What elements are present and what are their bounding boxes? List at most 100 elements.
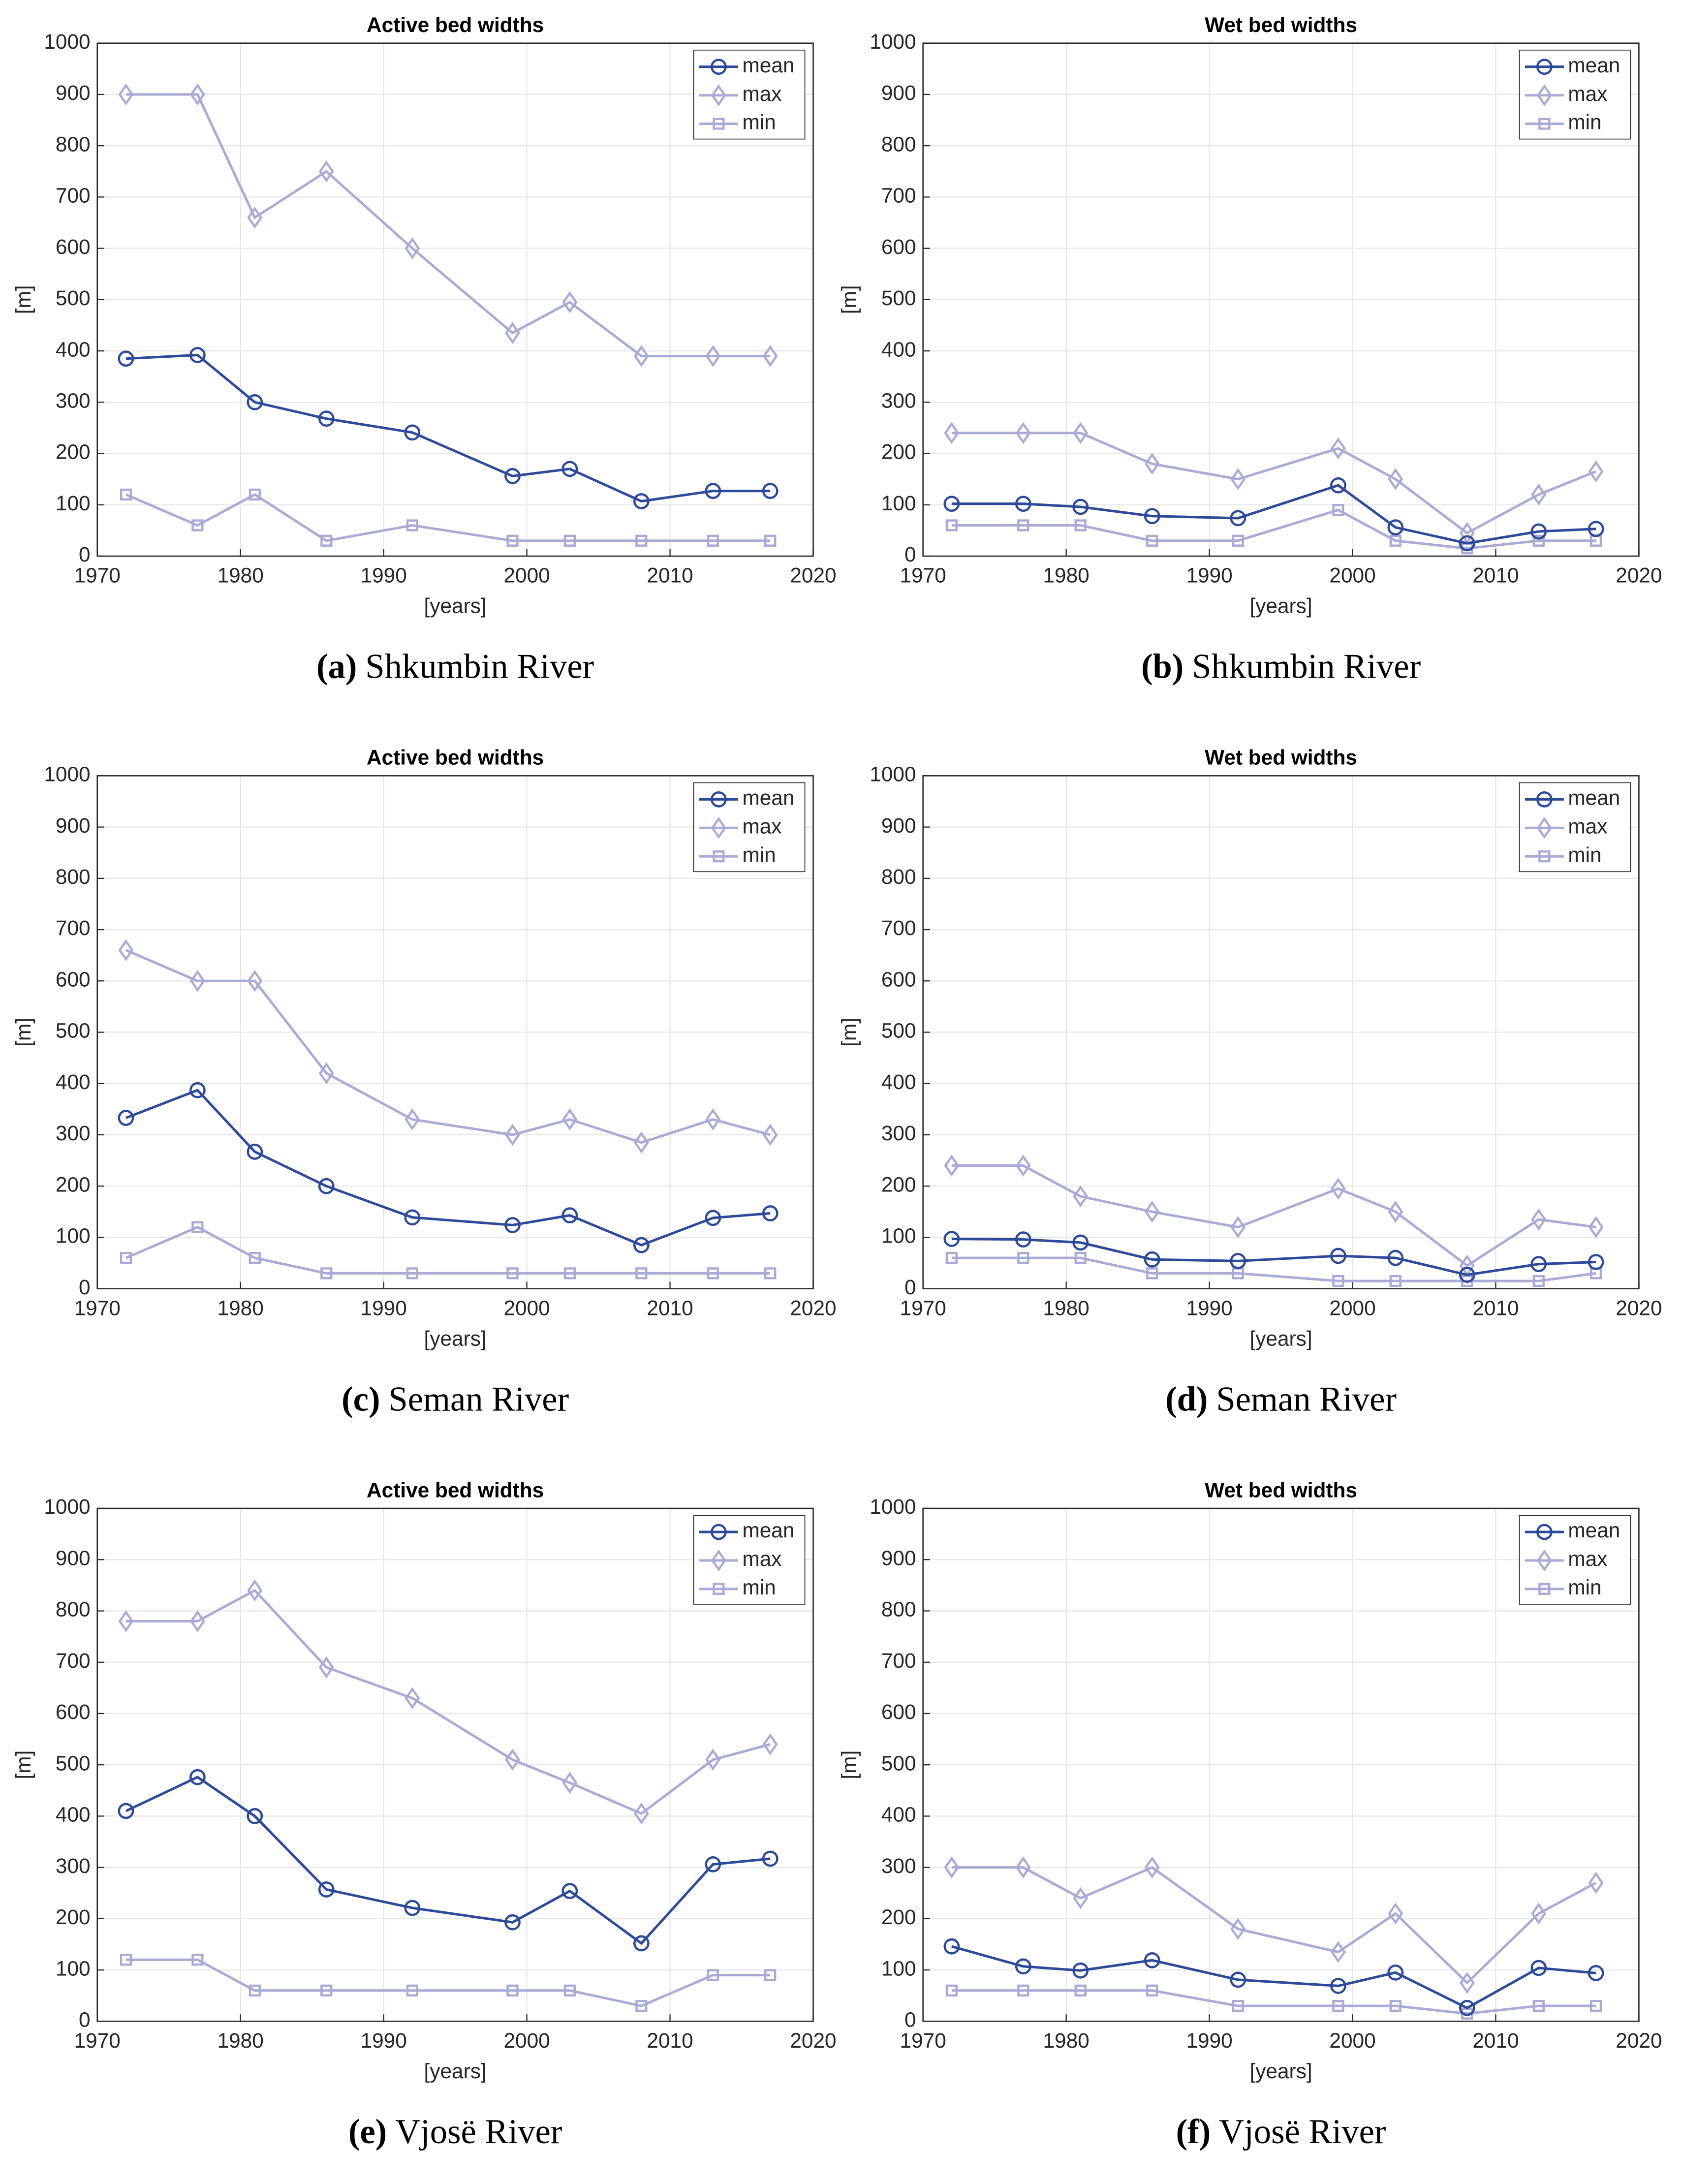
y-tick-label: 300 bbox=[56, 1122, 91, 1145]
data-point bbox=[633, 1131, 649, 1154]
legend-marker bbox=[1538, 850, 1551, 863]
data-point bbox=[562, 1108, 578, 1131]
caption-text: Shkumbin River bbox=[1192, 648, 1421, 686]
y-tick-label: 600 bbox=[56, 235, 91, 258]
data-point bbox=[1017, 1252, 1029, 1264]
caption-text: Shkumbin River bbox=[365, 648, 594, 686]
y-tick-label: 1000 bbox=[870, 1495, 916, 1518]
data-point bbox=[1531, 1903, 1547, 1925]
y-tick-label: 400 bbox=[56, 1070, 91, 1093]
chart-title: Active bed widths bbox=[367, 1478, 544, 1501]
legend-label: mean bbox=[1568, 54, 1620, 77]
series-line bbox=[125, 353, 771, 503]
data-point bbox=[562, 1772, 578, 1794]
y-tick-label: 100 bbox=[881, 1957, 916, 1980]
y-axis-label: [m] bbox=[838, 1018, 861, 1047]
data-point bbox=[1144, 1952, 1160, 1968]
x-tick-label: 2010 bbox=[647, 564, 693, 587]
data-point bbox=[120, 1252, 132, 1264]
legend-marker bbox=[711, 1524, 727, 1540]
data-point bbox=[1532, 534, 1545, 547]
data-point bbox=[1332, 1999, 1344, 2012]
x-tick-label: 2000 bbox=[503, 2029, 550, 2052]
y-tick-label: 1000 bbox=[870, 763, 916, 786]
series-line bbox=[125, 1776, 771, 1945]
series-line bbox=[125, 1958, 771, 2007]
x-tick-label: 1990 bbox=[361, 2029, 407, 2052]
legend-marker bbox=[711, 1549, 726, 1572]
x-tick-label: 2010 bbox=[1472, 564, 1519, 587]
series-line bbox=[951, 1164, 1596, 1267]
x-tick-label: 2000 bbox=[503, 1296, 550, 1319]
legend-marker bbox=[711, 791, 727, 808]
y-tick-label: 900 bbox=[881, 81, 916, 104]
data-point bbox=[318, 1062, 334, 1085]
data-point bbox=[762, 1733, 778, 1755]
data-point bbox=[1230, 510, 1246, 527]
data-point bbox=[249, 488, 261, 501]
legend-label: max bbox=[742, 82, 781, 105]
series-line bbox=[951, 1945, 1596, 2010]
y-tick-label: 500 bbox=[881, 1751, 916, 1775]
chart-panel: 0 100 200 300 400 500 600 700 800 900 1000 1970 1980… bbox=[12, 746, 837, 1419]
series-line bbox=[125, 493, 771, 542]
data-point bbox=[247, 206, 263, 229]
data-point bbox=[1230, 1918, 1246, 1940]
data-point bbox=[247, 969, 263, 992]
y-tick-label: 900 bbox=[881, 814, 916, 837]
y-tick-label: 600 bbox=[881, 967, 916, 991]
axes-box bbox=[922, 42, 1640, 557]
series-line bbox=[125, 1225, 771, 1275]
y-tick-label: 500 bbox=[56, 286, 91, 310]
data-point bbox=[505, 322, 520, 344]
data-point bbox=[633, 345, 649, 367]
data-point bbox=[1588, 1965, 1604, 1981]
data-point bbox=[945, 1252, 958, 1264]
data-point bbox=[633, 1237, 650, 1253]
legend-marker bbox=[711, 59, 727, 75]
data-point bbox=[1144, 1856, 1160, 1879]
data-point bbox=[635, 1267, 648, 1279]
x-tick-label: 1970 bbox=[900, 2029, 946, 2052]
data-point bbox=[633, 493, 650, 509]
data-point bbox=[405, 237, 420, 259]
y-tick-label: 400 bbox=[881, 1803, 916, 1826]
caption-label: (d) bbox=[1165, 1380, 1208, 1419]
caption-label: (e) bbox=[348, 2113, 387, 2151]
y-tick-label: 1000 bbox=[44, 763, 90, 786]
legend-label: max bbox=[1568, 1547, 1607, 1570]
data-point bbox=[705, 1108, 721, 1131]
y-tick-label: 600 bbox=[56, 1700, 91, 1723]
data-point bbox=[1588, 1216, 1604, 1238]
data-point bbox=[118, 1610, 134, 1632]
data-point bbox=[762, 1205, 779, 1221]
data-point bbox=[118, 83, 134, 106]
data-point bbox=[1072, 1962, 1089, 1979]
x-tick-label: 2000 bbox=[503, 564, 550, 587]
x-tick-label: 1980 bbox=[218, 1296, 264, 1319]
data-point bbox=[318, 1178, 335, 1194]
data-point bbox=[1588, 1254, 1604, 1270]
data-point bbox=[705, 345, 721, 367]
data-point bbox=[1330, 1978, 1346, 1994]
data-point bbox=[318, 1881, 335, 1898]
data-point bbox=[1332, 1275, 1344, 1287]
data-point bbox=[1144, 1251, 1160, 1268]
data-point bbox=[1230, 1216, 1246, 1238]
data-point bbox=[318, 410, 335, 427]
caption: (d) Seman River bbox=[1165, 1380, 1397, 1419]
y-axis-label: [m] bbox=[12, 1018, 35, 1047]
y-tick-label: 300 bbox=[881, 1122, 916, 1145]
data-point bbox=[561, 461, 578, 477]
legend-label: mean bbox=[742, 54, 794, 77]
y-tick-label: 0 bbox=[79, 543, 91, 566]
data-point bbox=[944, 1154, 960, 1177]
data-point bbox=[943, 1231, 960, 1247]
y-tick-label: 400 bbox=[881, 1070, 916, 1093]
x-tick-label: 2020 bbox=[1616, 2029, 1662, 2052]
axes-box bbox=[922, 1507, 1640, 2022]
legend-label: min bbox=[742, 1576, 776, 1599]
data-point bbox=[1330, 477, 1346, 494]
legend-marker bbox=[1536, 791, 1553, 808]
y-tick-label: 400 bbox=[56, 1803, 91, 1826]
